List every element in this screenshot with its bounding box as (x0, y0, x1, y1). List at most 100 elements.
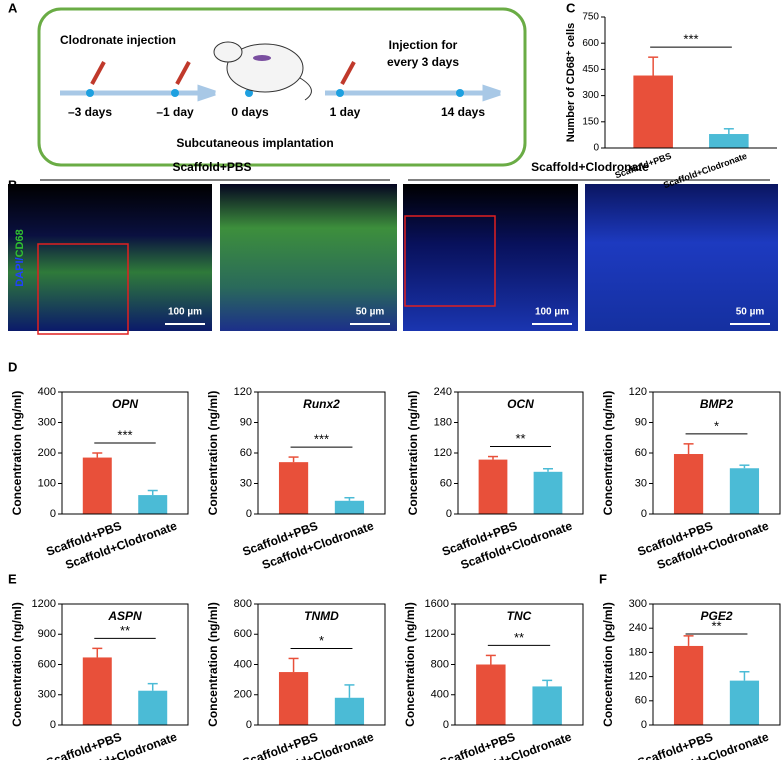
bar (82, 657, 112, 725)
chart-title: BMP2 (700, 397, 734, 411)
y-tick-label: 0 (446, 508, 452, 520)
chart-title: OCN (507, 397, 534, 411)
timeline-dots (86, 89, 464, 97)
bar (138, 495, 168, 514)
y-tick-label: 600 (582, 38, 599, 49)
y-tick-label: 60 (240, 447, 252, 459)
y-axis-label: Concentration (ng/ml) (406, 391, 420, 516)
axes-frame (454, 603, 584, 726)
y-tick-label: 400 (38, 386, 56, 398)
scale-label: 50 µm (736, 307, 765, 318)
bar (334, 500, 365, 514)
y-axis-label: Concentration (pg/ml) (601, 602, 615, 727)
timepoint: –3 days (68, 105, 112, 119)
chart-title: OPN (112, 397, 138, 411)
bar (138, 690, 168, 725)
y-tick-label: 0 (246, 719, 252, 731)
repeat-label: every 3 days (387, 55, 459, 69)
micrograph (220, 184, 397, 331)
y-tick-label: 400 (431, 689, 449, 701)
axes-frame (652, 391, 781, 515)
stain-cd68: CD68 (14, 229, 26, 257)
y-tick-label: 180 (434, 416, 452, 428)
injection-label: Clodronate injection (60, 33, 176, 47)
y-tick-label: 800 (234, 598, 252, 610)
bar (709, 134, 749, 148)
y-axis-label: Concentration (ng/ml) (403, 602, 417, 727)
bar (82, 457, 112, 514)
bar (633, 75, 673, 148)
panel-label: D (8, 359, 17, 374)
bar (532, 686, 562, 725)
timepoint: 1 day (330, 105, 361, 119)
significance-label: *** (314, 432, 329, 447)
chart-title: Runx2 (303, 397, 340, 411)
y-tick-label: 150 (582, 116, 599, 127)
y-axis-label: Concentration (ng/ml) (10, 602, 24, 727)
y-tick-label: 1200 (425, 628, 449, 640)
y-tick-label: 180 (629, 646, 647, 658)
y-tick-label: 450 (582, 64, 599, 75)
bar (476, 664, 506, 725)
y-tick-label: 0 (443, 719, 449, 731)
y-tick-label: 0 (50, 719, 56, 731)
y-tick-label: 300 (629, 598, 647, 610)
axes-frame (257, 391, 386, 515)
bar (673, 454, 704, 514)
y-tick-label: 0 (641, 719, 647, 731)
y-tick-label: 120 (629, 386, 647, 398)
significance-label: ** (514, 630, 524, 645)
y-tick-label: 120 (629, 671, 647, 683)
chart-title: PGE2 (700, 609, 732, 623)
y-tick-label: 900 (38, 628, 56, 640)
significance-label: ** (120, 623, 130, 638)
panel-label: A (8, 0, 18, 15)
bar (533, 471, 563, 514)
bar (729, 680, 760, 725)
y-axis-label: Concentration (ng/ml) (206, 391, 220, 516)
implantation-label: Subcutaneous implantation (176, 136, 333, 150)
y-axis-label: Concentration (ng/ml) (206, 602, 220, 727)
y-axis-label: Concentration (ng/ml) (10, 391, 24, 516)
bar (673, 645, 704, 725)
y-tick-label: 300 (582, 90, 599, 101)
y-tick-label: 60 (635, 447, 647, 459)
group-label: Scaffold+PBS (172, 160, 251, 174)
axes-frame (652, 603, 781, 726)
y-tick-label: 200 (38, 447, 56, 459)
timepoint: 0 days (231, 105, 269, 119)
y-tick-label: 0 (593, 143, 599, 154)
timepoint: –1 day (156, 105, 194, 119)
y-tick-label: 0 (641, 508, 647, 520)
y-tick-label: 240 (434, 386, 452, 398)
stain-label: DAPI/CD68 (14, 229, 26, 286)
inset-box (37, 243, 129, 335)
syringes (90, 61, 356, 85)
significance-label: ** (711, 618, 721, 633)
chart-title: TNMD (304, 609, 339, 623)
y-tick-label: 240 (629, 622, 647, 634)
chart-title: TNC (507, 609, 532, 623)
y-tick-label: 0 (50, 508, 56, 520)
bar (278, 462, 309, 514)
significance-label: *** (117, 427, 132, 442)
significance-label: * (714, 418, 719, 433)
scale-label: 100 µm (168, 307, 202, 318)
repeat-label: Injection for (389, 38, 458, 52)
y-tick-label: 400 (234, 658, 252, 670)
y-tick-label: 30 (240, 477, 252, 489)
axes-frame (257, 603, 386, 726)
y-tick-label: 300 (38, 416, 56, 428)
y-tick-label: 60 (635, 695, 647, 707)
group-label: Scaffold+Clodronate (531, 160, 649, 174)
y-axis-label: Number of CD68⁺ cells (565, 23, 577, 143)
axes-frame (61, 391, 189, 515)
panel-label: C (566, 0, 576, 15)
y-tick-label: 60 (440, 477, 452, 489)
micrograph (585, 184, 778, 331)
significance-label: * (319, 633, 324, 648)
timepoint: 14 days (441, 105, 485, 119)
mouse (213, 41, 312, 101)
